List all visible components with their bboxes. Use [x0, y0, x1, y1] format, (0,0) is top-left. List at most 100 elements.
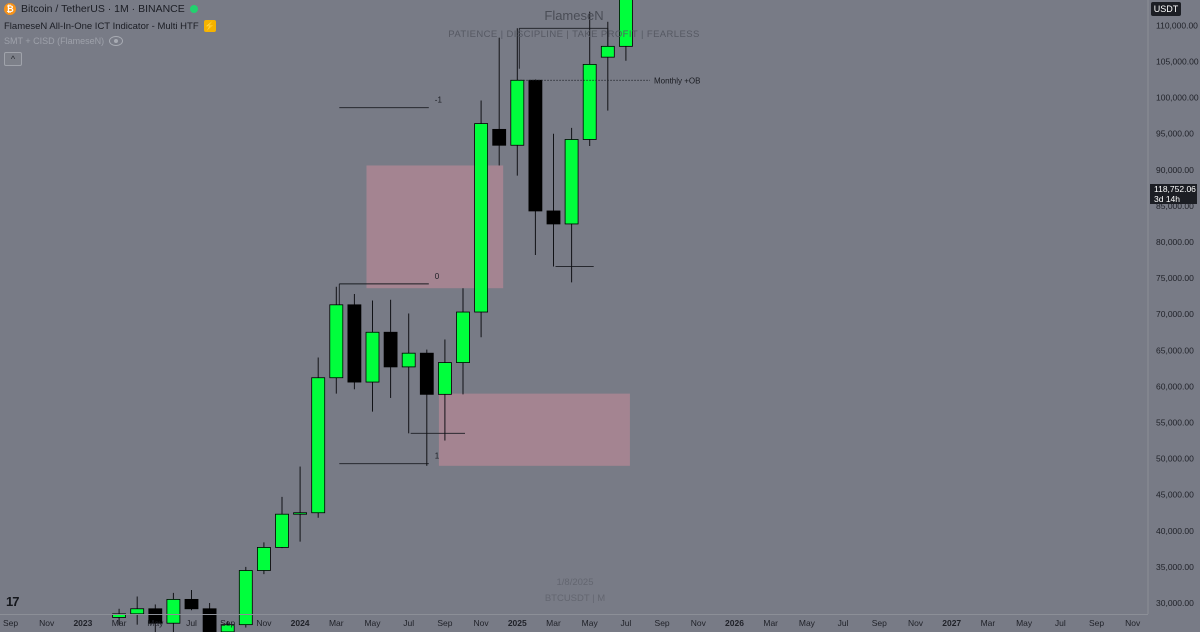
- currency-selector-button[interactable]: USDT: [1151, 2, 1181, 16]
- fib-level-label: -1: [435, 96, 443, 105]
- x-tick-label: Sep: [220, 618, 235, 628]
- x-tick-label: Jul: [403, 618, 414, 628]
- bull-candle: [166, 598, 181, 624]
- time-axis: Sep Nov 2023 Mar May Jul Sep Nov 2024 Mar May Jul Se…: [3, 618, 1141, 628]
- candles-layer: [112, 0, 633, 632]
- y-tick-label: 80,000.00: [1156, 237, 1194, 247]
- bear-candle: [202, 608, 217, 632]
- collapse-legend-button[interactable]: ^: [4, 52, 22, 66]
- y-tick-label: 35,000.00: [1156, 562, 1194, 572]
- y-tick-label: 85,000.00: [1156, 201, 1194, 211]
- y-tick-label: 95,000.00: [1156, 129, 1194, 139]
- y-tick-label: 100,000.00: [1156, 93, 1199, 103]
- bitcoin-icon: ₿: [4, 3, 16, 15]
- y-tick-label: 50,000.00: [1156, 454, 1194, 464]
- bull-candle: [474, 123, 489, 313]
- y-tick-label: 65,000.00: [1156, 345, 1194, 355]
- bar-countdown: 3d 14h: [1154, 194, 1180, 204]
- symbol-title: Bitcoin / TetherUS · 1M · BINANCE: [21, 3, 185, 15]
- bear-candle: [383, 331, 398, 368]
- x-tick-label: Sep: [872, 618, 887, 628]
- watermark-subtitle: PATIENCE | DISCIPLINE | TAKE PROFIT | FE…: [448, 29, 700, 40]
- bull-candle: [437, 362, 452, 395]
- annotations-layer: Monthly +OB: [517, 76, 700, 85]
- indicator-legend[interactable]: FlameseN All-In-One ICT Indicator - Mult…: [4, 20, 216, 32]
- x-tick-label: Nov: [39, 618, 55, 628]
- x-tick-label: Nov: [474, 618, 490, 628]
- bull-candle: [329, 304, 344, 379]
- x-tick-label: Mar: [329, 618, 344, 628]
- y-tick-label: 110,000.00: [1156, 20, 1198, 30]
- x-tick-label: Mar: [112, 618, 127, 628]
- bull-candle: [600, 45, 615, 58]
- order-block-zones-layer: [366, 165, 630, 466]
- bear-candle: [419, 352, 434, 395]
- bull-candle: [456, 311, 470, 363]
- indicator-name: FlameseN All-In-One ICT Indicator - Mult…: [4, 20, 199, 32]
- price-axis: 30,000.00 35,000.00 40,000.00 45,000.00 50,0…: [1156, 20, 1199, 608]
- x-tick-label: Jul: [1055, 618, 1066, 628]
- tradingview-logo[interactable]: 17: [6, 594, 20, 609]
- x-tick-label: Sep: [437, 618, 452, 628]
- eye-icon[interactable]: [109, 36, 124, 46]
- symbol-legend[interactable]: ₿ Bitcoin / TetherUS · 1M · BINANCE: [4, 3, 198, 15]
- bull-candle: [275, 513, 289, 548]
- x-tick-label: Jul: [186, 618, 197, 628]
- fibonacci-levels-layer: -2.5-2-101: [339, 96, 443, 465]
- bear-candle: [347, 304, 362, 383]
- bear-candle: [184, 598, 199, 610]
- x-tick-label: 2024: [291, 618, 310, 628]
- y-tick-label: 55,000.00: [1156, 418, 1194, 428]
- watermark-date: 1/8/2025: [556, 577, 594, 588]
- x-tick-label: Nov: [1125, 618, 1141, 628]
- secondary-indicator-legend[interactable]: SMT + CISD (FlameseN): [4, 36, 124, 46]
- y-tick-label: 60,000.00: [1156, 381, 1194, 391]
- x-tick-label: Jul: [838, 618, 849, 628]
- bull-candle: [256, 547, 271, 571]
- y-tick-label: 75,000.00: [1156, 273, 1194, 283]
- bull-candle: [311, 377, 326, 514]
- y-tick-label: 70,000.00: [1156, 309, 1194, 319]
- bull-candle: [365, 331, 380, 383]
- watermark-symbol: BTCUSDT | M: [544, 593, 606, 604]
- market-status-icon: [189, 5, 198, 13]
- bull-candle: [510, 79, 525, 146]
- bear-candle: [492, 128, 507, 146]
- x-tick-label: Nov: [256, 618, 272, 628]
- bull-candle: [112, 613, 126, 618]
- chevron-up-icon: ^: [10, 54, 16, 64]
- current-price-value: 118,752.06: [1154, 184, 1196, 194]
- watermark-title: FlameseN: [544, 8, 604, 23]
- y-tick-label: 90,000.00: [1156, 165, 1194, 175]
- x-tick-label: May: [1016, 618, 1033, 628]
- bull-candle: [582, 63, 597, 140]
- bear-candle: [148, 608, 163, 624]
- x-tick-label: Mar: [546, 618, 561, 628]
- x-tick-label: Mar: [981, 618, 996, 628]
- bull-candle: [401, 352, 416, 368]
- y-tick-label: 105,000.00: [1156, 57, 1199, 67]
- x-tick-label: Jul: [620, 618, 631, 628]
- x-tick-label: Sep: [655, 618, 670, 628]
- y-tick-label: 40,000.00: [1156, 526, 1194, 536]
- x-tick-label: May: [147, 618, 164, 628]
- x-tick-label: 2027: [942, 618, 961, 628]
- x-tick-label: Mar: [763, 618, 778, 628]
- bear-candle: [546, 210, 561, 225]
- bull-candle: [619, 0, 633, 47]
- bull-candle: [238, 570, 253, 626]
- x-tick-label: 2026: [725, 618, 744, 628]
- fib-level-label: 0: [435, 272, 440, 281]
- current-price-badge: 118,752.06 3d 14h: [1150, 184, 1197, 204]
- x-tick-label: Sep: [1089, 618, 1104, 628]
- order-block-zone: [438, 393, 630, 466]
- bolt-icon: ⚡: [203, 20, 216, 32]
- x-tick-label: May: [799, 618, 816, 628]
- x-tick-label: May: [582, 618, 599, 628]
- x-tick-label: Nov: [691, 618, 707, 628]
- x-tick-label: May: [364, 618, 381, 628]
- bull-candle: [130, 608, 145, 615]
- x-tick-label: 2023: [73, 618, 92, 628]
- x-tick-label: 2025: [508, 618, 527, 628]
